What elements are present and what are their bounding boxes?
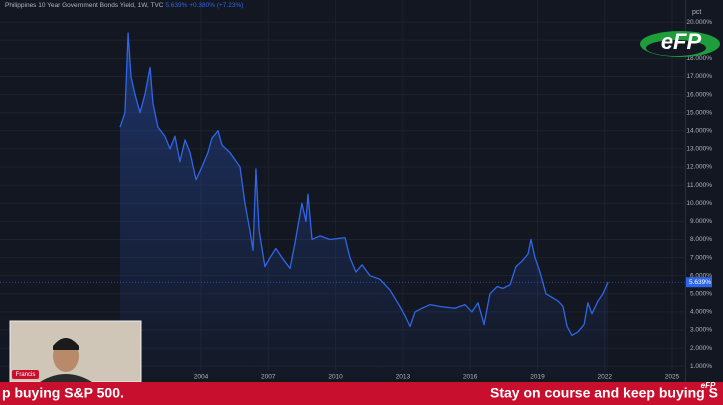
y-tick-label: 12.000% (686, 164, 712, 171)
logo-cut (646, 40, 706, 56)
ticker-text: Stay on course and keep buying S (490, 385, 718, 401)
y-tick-label: 18.000% (686, 55, 712, 62)
logo-small: eFP (701, 381, 716, 390)
y-tick-label: 14.000% (686, 128, 712, 135)
y-tick-label: 2.000% (690, 345, 712, 352)
y-tick-label: 5.000% (690, 291, 712, 298)
y-tick-label: 10.000% (686, 200, 712, 207)
y-tick-label: 20.000% (686, 19, 712, 26)
area (120, 33, 609, 378)
line (119, 32, 609, 337)
x-tick-label: 2025 (665, 374, 680, 381)
webcam: Francis (9, 320, 142, 383)
name-tag (12, 370, 39, 379)
last-price-box (686, 277, 712, 288)
y-tick-label: 1.000% (690, 363, 712, 370)
y-tick-label: 8.000% (690, 236, 712, 243)
change-pct: (+7.23%) (217, 2, 244, 9)
y-tick-label: 16.000% (686, 91, 712, 98)
presenter-name: Francis (16, 372, 36, 378)
x-tick-label: 2010 (328, 374, 343, 381)
presenter-body (40, 374, 92, 382)
ticker-bar (0, 382, 723, 405)
y-tick-label: 3.000% (690, 327, 712, 334)
x-tick-label: 2016 (463, 374, 478, 381)
y-tick-label: 7.000% (690, 254, 712, 261)
last-price-label: 5.639% (689, 279, 711, 286)
y-tick-label: 11.000% (687, 182, 712, 189)
y-tick-label: 4.000% (690, 309, 712, 316)
x-tick-label: 2004 (194, 374, 209, 381)
change: +0.380% (189, 2, 215, 9)
x-tick-label: 2019 (530, 374, 545, 381)
logo-text: eFP (661, 29, 702, 54)
y-tick-label: 15.000% (686, 109, 712, 116)
y-tick-label: 17.000% (686, 73, 712, 80)
x-tick-label: 2007 (261, 374, 276, 381)
logo: eFP (640, 29, 720, 57)
y-tick-label: 13.000% (686, 146, 712, 153)
plot (119, 32, 609, 378)
title: Philippines 10 Year Government Bonds Yie… (5, 2, 164, 9)
x-tick-label: 2013 (396, 374, 411, 381)
unit-label: pct (692, 9, 701, 16)
x-tick-label: 2022 (598, 374, 613, 381)
y-tick-label: 6.000% (690, 272, 712, 279)
chart-title: Philippines 10 Year Government Bonds Yie… (5, 2, 243, 9)
last-value: 5.639% (165, 2, 187, 9)
presenter-hair (53, 338, 79, 350)
ticker-text: p buying S&P 500. (2, 385, 124, 401)
y-tick-label: 9.000% (690, 218, 712, 225)
